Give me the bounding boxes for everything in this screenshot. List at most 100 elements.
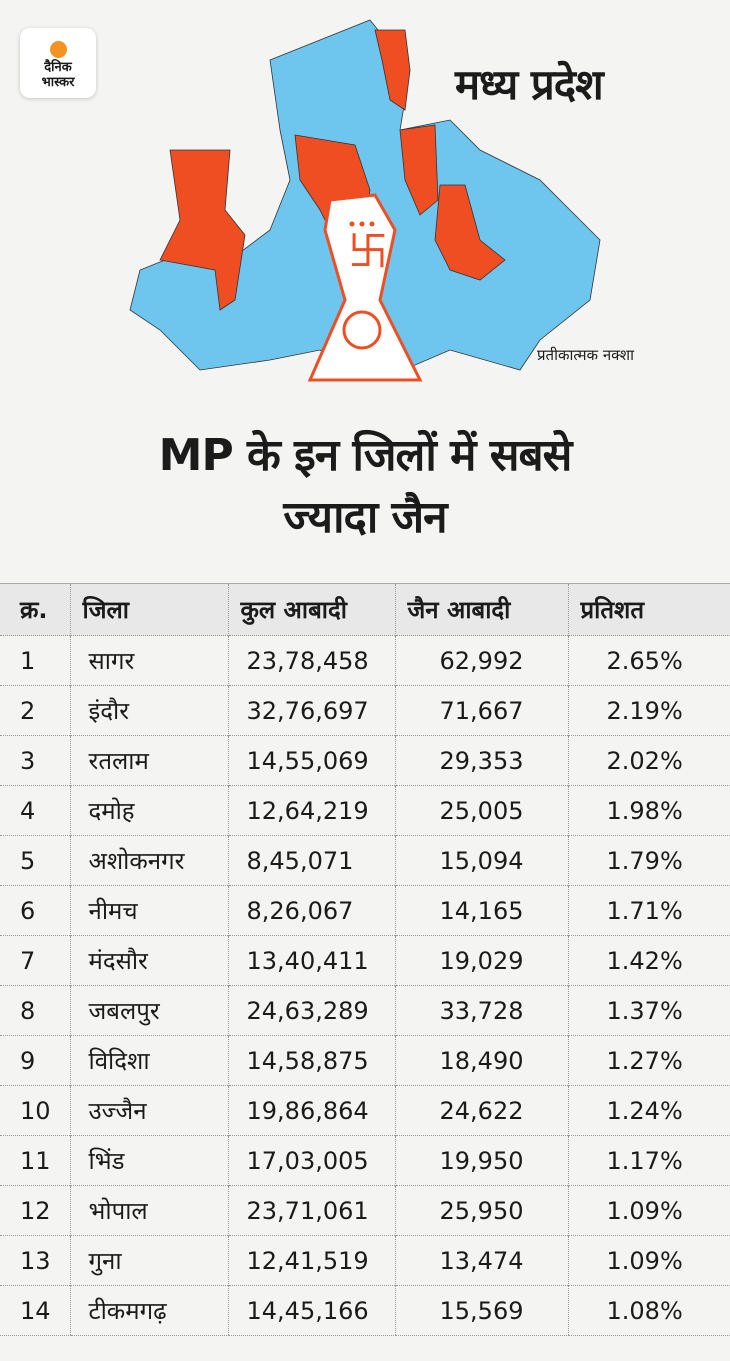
table-cell: 13	[0, 1235, 70, 1286]
table-cell: विदिशा	[69, 1035, 228, 1086]
table-cell: दमोह	[69, 785, 228, 836]
table-row: 1 सागर 23,78,458 62,992 2.65%	[0, 635, 730, 686]
table-cell: 1.27%	[567, 1035, 730, 1086]
table-cell: जबलपुर	[69, 985, 228, 1036]
headline-line2: ज्यादा जैन	[283, 492, 447, 543]
jain-population-table: क्र. जिला कुल आबादी जैन आबादी प्रतिशत 1 सागर 2…	[0, 583, 730, 1336]
table-cell: 1.09%	[567, 1235, 730, 1286]
table-cell: उज्जैन	[69, 1085, 228, 1136]
table-cell: 13,40,411	[227, 935, 395, 986]
table-cell: 1.17%	[567, 1135, 730, 1186]
table-cell: 2.19%	[567, 685, 730, 736]
table-cell: 62,992	[394, 635, 568, 686]
table-cell: 1.79%	[567, 835, 730, 886]
table-row: 14 टीकमगढ़ 14,45,166 15,569 1.08%	[0, 1285, 730, 1336]
table-cell: 7	[0, 935, 70, 986]
table-cell: इंदौर	[69, 685, 228, 736]
table-cell: 9	[0, 1035, 70, 1086]
map-region-orange	[434, 184, 506, 281]
table-cell: 71,667	[394, 685, 568, 736]
table-cell: 1.37%	[567, 985, 730, 1036]
table-cell: 23,78,458	[227, 635, 395, 686]
table-cell: 14,55,069	[227, 735, 395, 786]
table-cell: नीमच	[69, 885, 228, 936]
table-cell: 32,76,697	[227, 685, 395, 736]
table-cell: 12	[0, 1185, 70, 1236]
table-cell: टीकमगढ़	[69, 1285, 228, 1336]
table-cell: 25,005	[394, 785, 568, 836]
table-cell: 18,490	[394, 1035, 568, 1086]
column-header: प्रतिशत	[567, 583, 730, 636]
svg-text:卐: 卐	[348, 229, 388, 275]
table-row: 4 दमोह 12,64,219 25,005 1.98%	[0, 785, 730, 836]
table-cell: 14,58,875	[227, 1035, 395, 1086]
table-row: 10 उज्जैन 19,86,864 24,622 1.24%	[0, 1085, 730, 1136]
table-cell: 15,094	[394, 835, 568, 886]
column-header: जैन आबादी	[394, 583, 568, 636]
table-cell: सागर	[69, 635, 228, 686]
table-cell: 6	[0, 885, 70, 936]
map-region-orange	[399, 124, 439, 216]
table-row: 13 गुना 12,41,519 13,474 1.09%	[0, 1235, 730, 1286]
table-cell: 2	[0, 685, 70, 736]
table-cell: 14,45,166	[227, 1285, 395, 1336]
table-row: 3 रतलाम 14,55,069 29,353 2.02%	[0, 735, 730, 786]
table-cell: 3	[0, 735, 70, 786]
table-cell: 11	[0, 1135, 70, 1186]
table-header-row: क्र. जिला कुल आबादी जैन आबादी प्रतिशत	[0, 583, 730, 636]
table-row: 8 जबलपुर 24,63,289 33,728 1.37%	[0, 985, 730, 1036]
map-title: मध्य प्रदेश	[455, 60, 604, 109]
table-cell: 15,569	[394, 1285, 568, 1336]
mp-district-map: 卐	[129, 19, 601, 382]
table-cell: भोपाल	[69, 1185, 228, 1236]
headline-line1: MP के इन जिलों में सबसे	[158, 430, 573, 481]
table-cell: 24,622	[394, 1085, 568, 1136]
table-cell: 10	[0, 1085, 70, 1136]
table-cell: 25,950	[394, 1185, 568, 1236]
table-cell: अशोकनगर	[69, 835, 228, 886]
map-note: प्रतीकात्मक नक्शा	[537, 346, 635, 364]
table-cell: 4	[0, 785, 70, 836]
table-cell: 33,728	[394, 985, 568, 1036]
table-cell: 19,950	[394, 1135, 568, 1186]
table-cell: 1	[0, 635, 70, 686]
table-cell: 8,45,071	[227, 835, 395, 886]
logo-line2: भास्कर	[41, 75, 75, 90]
table-cell: 1.98%	[567, 785, 730, 836]
table-cell: गुना	[69, 1235, 228, 1286]
sun-icon	[49, 41, 67, 58]
table-cell: 1.71%	[567, 885, 730, 936]
logo-line1: दैनिक	[44, 60, 72, 75]
column-header: क्र.	[0, 583, 70, 636]
table-cell: 8	[0, 985, 70, 1036]
jain-symbol-icon: 卐	[307, 193, 423, 382]
table-cell: 19,86,864	[227, 1085, 395, 1136]
map-region-orange	[374, 29, 411, 111]
table-cell: 1.24%	[567, 1085, 730, 1136]
table-cell: 12,41,519	[227, 1235, 395, 1286]
table-cell: 2.65%	[567, 635, 730, 686]
column-header: जिला	[69, 583, 228, 636]
table-cell: 14	[0, 1285, 70, 1336]
table-cell: 12,64,219	[227, 785, 395, 836]
table-row: 5 अशोकनगर 8,45,071 15,094 1.79%	[0, 835, 730, 886]
dainik-bhaskar-logo: दैनिक भास्कर	[20, 28, 96, 98]
map-region-orange	[159, 149, 246, 311]
table-cell: 2.02%	[567, 735, 730, 786]
table-cell: 19,029	[394, 935, 568, 986]
table-cell: 29,353	[394, 735, 568, 786]
table-cell: 13,474	[394, 1235, 568, 1286]
table-cell: 24,63,289	[227, 985, 395, 1036]
table-cell: 1.42%	[567, 935, 730, 986]
column-header: कुल आबादी	[227, 583, 395, 636]
table-cell: 5	[0, 835, 70, 886]
table-row: 11 भिंड 17,03,005 19,950 1.17%	[0, 1135, 730, 1186]
table-cell: 23,71,061	[227, 1185, 395, 1236]
table-row: 6 नीमच 8,26,067 14,165 1.71%	[0, 885, 730, 936]
table-row: 2 इंदौर 32,76,697 71,667 2.19%	[0, 685, 730, 736]
table-cell: रतलाम	[69, 735, 228, 786]
table-row: 9 विदिशा 14,58,875 18,490 1.27%	[0, 1035, 730, 1086]
table-row: 7 मंदसौर 13,40,411 19,029 1.42%	[0, 935, 730, 986]
table-cell: 14,165	[394, 885, 568, 936]
table-cell: 17,03,005	[227, 1135, 395, 1186]
